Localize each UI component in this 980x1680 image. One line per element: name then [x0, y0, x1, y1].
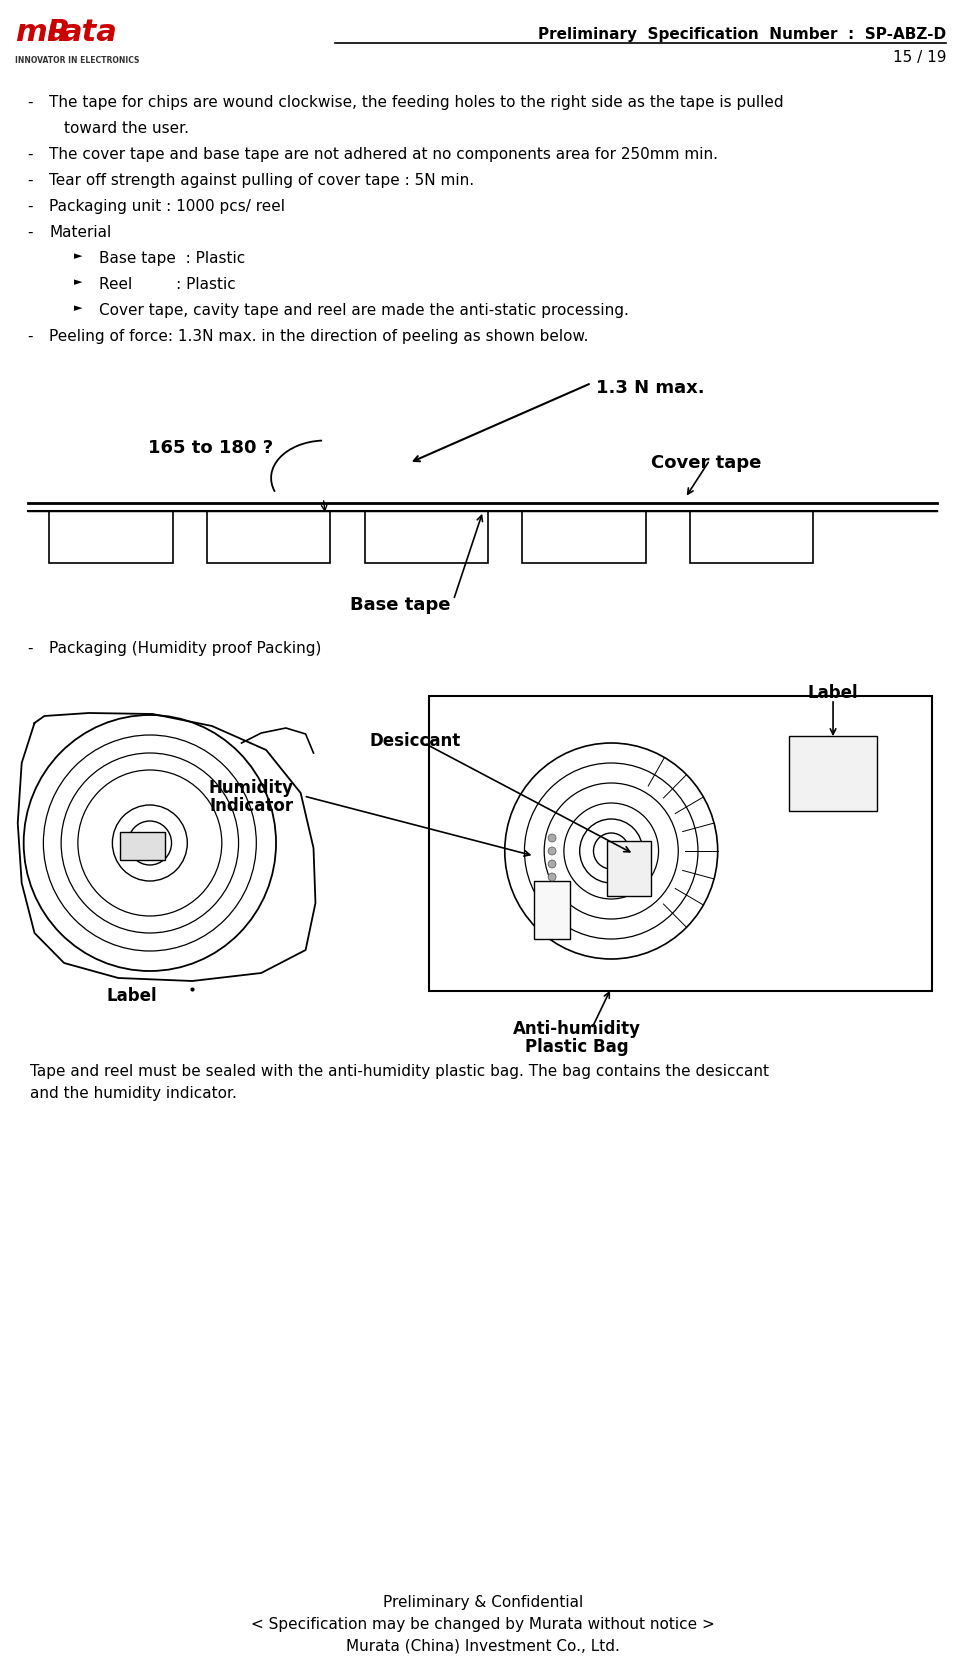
- Circle shape: [548, 847, 556, 855]
- Circle shape: [548, 874, 556, 882]
- Text: Label: Label: [107, 986, 157, 1005]
- Bar: [534, 882, 569, 939]
- Circle shape: [548, 860, 556, 869]
- Text: Murata (China) Investment Co., Ltd.: Murata (China) Investment Co., Ltd.: [346, 1638, 620, 1653]
- Text: 165 to 180 ?: 165 to 180 ?: [148, 438, 273, 457]
- Text: -: -: [27, 146, 33, 161]
- Text: -: -: [27, 640, 33, 655]
- Text: Preliminary  Specification  Number  :  SP-ABZ-D: Preliminary Specification Number : SP-AB…: [538, 27, 947, 42]
- Bar: [121, 833, 165, 860]
- Text: Anti-humidity: Anti-humidity: [513, 1020, 641, 1037]
- Text: ►: ►: [74, 302, 82, 312]
- Bar: [690, 512, 813, 564]
- Text: -: -: [27, 225, 33, 240]
- Text: mu: mu: [15, 18, 69, 47]
- Bar: [608, 842, 651, 897]
- Text: Indicator: Indicator: [210, 796, 293, 815]
- Text: R: R: [46, 18, 70, 47]
- Text: Base tape: Base tape: [350, 596, 451, 613]
- Text: Peeling of force: 1.3N max. in the direction of peeling as shown below.: Peeling of force: 1.3N max. in the direc…: [49, 329, 589, 344]
- Text: and the humidity indicator.: and the humidity indicator.: [29, 1085, 236, 1100]
- Text: Packaging unit : 1000 pcs/ reel: Packaging unit : 1000 pcs/ reel: [49, 198, 285, 213]
- Text: INNOVATOR IN ELECTRONICS: INNOVATOR IN ELECTRONICS: [15, 55, 139, 66]
- Text: Packaging (Humidity proof Packing): Packaging (Humidity proof Packing): [49, 640, 321, 655]
- Bar: [789, 736, 877, 811]
- Text: 1.3 N max.: 1.3 N max.: [597, 378, 705, 396]
- Text: Desiccant: Desiccant: [369, 731, 461, 749]
- Text: The cover tape and base tape are not adhered at no components area for 250mm min: The cover tape and base tape are not adh…: [49, 146, 718, 161]
- Text: Cover tape, cavity tape and reel are made the anti-static processing.: Cover tape, cavity tape and reel are mad…: [99, 302, 628, 318]
- Text: < Specification may be changed by Murata without notice >: < Specification may be changed by Murata…: [251, 1616, 715, 1631]
- Text: Cover tape: Cover tape: [651, 454, 761, 472]
- Text: Tear off strength against pulling of cover tape : 5N min.: Tear off strength against pulling of cov…: [49, 173, 474, 188]
- Bar: [365, 512, 488, 564]
- Text: Plastic Bag: Plastic Bag: [525, 1037, 628, 1055]
- Text: Base tape  : Plastic: Base tape : Plastic: [99, 250, 245, 265]
- Text: ata: ata: [61, 18, 117, 47]
- Text: ►: ►: [74, 277, 82, 287]
- Text: Reel         : Plastic: Reel : Plastic: [99, 277, 235, 292]
- Text: ►: ►: [74, 250, 82, 260]
- Bar: [429, 697, 932, 991]
- Text: Material: Material: [49, 225, 112, 240]
- Circle shape: [548, 835, 556, 842]
- Text: -: -: [27, 198, 33, 213]
- Text: Humidity: Humidity: [209, 778, 294, 796]
- Bar: [522, 512, 646, 564]
- Text: Tape and reel must be sealed with the anti-humidity plastic bag. The bag contain: Tape and reel must be sealed with the an…: [29, 1063, 768, 1079]
- Text: toward the user.: toward the user.: [64, 121, 189, 136]
- Bar: [207, 512, 330, 564]
- Text: 15 / 19: 15 / 19: [893, 50, 947, 66]
- Text: The tape for chips are wound clockwise, the feeding holes to the right side as t: The tape for chips are wound clockwise, …: [49, 96, 784, 109]
- Text: Label: Label: [808, 684, 858, 702]
- Bar: [49, 512, 172, 564]
- Text: -: -: [27, 173, 33, 188]
- Text: Preliminary & Confidential: Preliminary & Confidential: [383, 1594, 583, 1609]
- Text: -: -: [27, 96, 33, 109]
- Text: -: -: [27, 329, 33, 344]
